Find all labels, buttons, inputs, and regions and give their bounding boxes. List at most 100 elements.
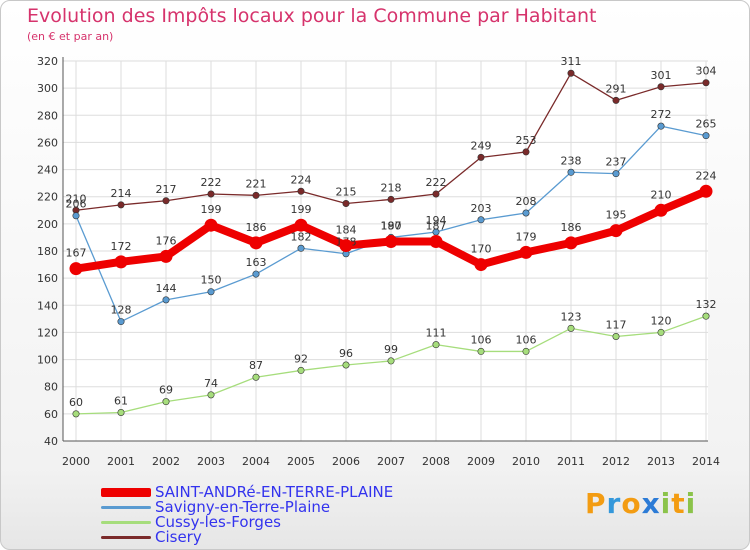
data-point bbox=[654, 203, 668, 217]
logo-letter: o bbox=[621, 487, 642, 520]
data-point bbox=[252, 191, 260, 199]
data-label: 163 bbox=[246, 256, 267, 269]
data-label: 179 bbox=[516, 230, 537, 243]
data-label: 203 bbox=[471, 202, 492, 215]
data-point bbox=[474, 258, 488, 272]
data-label: 120 bbox=[651, 314, 672, 327]
data-label: 144 bbox=[156, 282, 177, 295]
data-label: 199 bbox=[291, 203, 312, 216]
data-point bbox=[72, 212, 80, 220]
data-label: 106 bbox=[471, 333, 492, 346]
y-tick-label: 260 bbox=[37, 136, 58, 149]
legend-swatch bbox=[101, 487, 151, 497]
data-point bbox=[204, 218, 218, 232]
data-point bbox=[429, 235, 443, 248]
legend-swatch bbox=[101, 505, 151, 509]
data-point bbox=[612, 96, 620, 104]
data-label: 186 bbox=[246, 221, 267, 234]
data-label: 123 bbox=[561, 310, 582, 323]
x-tick-label: 2010 bbox=[512, 455, 540, 468]
data-label: 272 bbox=[651, 108, 672, 121]
data-label: 74 bbox=[204, 377, 218, 390]
x-tick-label: 2004 bbox=[242, 455, 270, 468]
data-label: 195 bbox=[606, 209, 627, 222]
data-point bbox=[567, 168, 575, 176]
legend-label: Savigny-en-Terre-Plaine bbox=[155, 498, 331, 516]
data-label: 210 bbox=[651, 188, 672, 201]
data-label: 176 bbox=[156, 234, 177, 247]
data-label: 69 bbox=[159, 384, 173, 397]
x-tick-label: 2000 bbox=[62, 455, 90, 468]
x-tick-label: 2012 bbox=[602, 455, 630, 468]
data-label: 128 bbox=[111, 304, 132, 317]
data-label: 237 bbox=[606, 156, 627, 169]
data-label: 265 bbox=[696, 118, 717, 131]
data-label: 217 bbox=[156, 183, 177, 196]
data-label: 311 bbox=[561, 55, 582, 68]
data-label: 190 bbox=[381, 219, 402, 232]
data-label: 215 bbox=[336, 186, 357, 199]
data-point bbox=[207, 391, 215, 399]
data-label: 214 bbox=[111, 187, 132, 200]
data-label: 132 bbox=[696, 298, 717, 311]
data-point bbox=[519, 245, 533, 259]
data-label: 304 bbox=[696, 65, 717, 78]
logo-letter: r bbox=[606, 487, 622, 520]
chart-title: Evolution des Impôts locaux pour la Comm… bbox=[27, 5, 597, 27]
data-point bbox=[564, 236, 578, 250]
data-point bbox=[477, 347, 485, 355]
y-tick-label: 200 bbox=[37, 218, 58, 231]
x-tick-label: 2002 bbox=[152, 455, 180, 468]
data-label: 60 bbox=[69, 396, 83, 409]
data-label: 187 bbox=[426, 220, 447, 233]
data-label: 96 bbox=[339, 347, 353, 360]
x-tick-label: 2014 bbox=[692, 455, 720, 468]
data-label: 210 bbox=[66, 192, 87, 205]
logo-letter: t bbox=[671, 487, 686, 520]
data-point bbox=[249, 236, 263, 250]
data-label: 206 bbox=[66, 198, 87, 211]
data-label: 184 bbox=[336, 224, 357, 237]
data-point bbox=[69, 262, 83, 276]
y-tick-label: 100 bbox=[37, 354, 58, 367]
data-label: 224 bbox=[291, 173, 312, 186]
x-tick-label: 2013 bbox=[647, 455, 675, 468]
data-label: 187 bbox=[381, 220, 402, 233]
data-label: 238 bbox=[561, 154, 582, 167]
proxiti-logo: Proxiti bbox=[585, 487, 696, 520]
y-tick-label: 160 bbox=[37, 272, 58, 285]
legend-swatch bbox=[101, 535, 151, 539]
data-point bbox=[162, 398, 170, 406]
data-point bbox=[297, 366, 305, 374]
data-point bbox=[294, 218, 308, 232]
x-tick-label: 2006 bbox=[332, 455, 360, 468]
data-label: 218 bbox=[381, 181, 402, 194]
data-point bbox=[567, 69, 575, 77]
data-point bbox=[117, 201, 125, 209]
data-point bbox=[612, 332, 620, 340]
data-point bbox=[384, 235, 398, 248]
data-point bbox=[252, 270, 260, 278]
data-point bbox=[657, 83, 665, 91]
data-label: 87 bbox=[249, 359, 263, 372]
data-label: 117 bbox=[606, 319, 627, 332]
data-point bbox=[387, 357, 395, 365]
data-label: 186 bbox=[561, 221, 582, 234]
data-point bbox=[339, 239, 353, 253]
y-tick-label: 300 bbox=[37, 82, 58, 95]
chart-subtitle: (en € et par an) bbox=[27, 30, 114, 43]
data-point bbox=[297, 244, 305, 252]
data-point bbox=[432, 341, 440, 349]
data-label: 150 bbox=[201, 274, 222, 287]
data-label: 111 bbox=[426, 327, 447, 340]
data-label: 224 bbox=[696, 169, 717, 182]
data-point bbox=[432, 190, 440, 198]
y-tick-label: 180 bbox=[37, 245, 58, 258]
legend-swatch bbox=[101, 520, 151, 524]
data-label: 170 bbox=[471, 243, 492, 256]
data-label: 301 bbox=[651, 69, 672, 82]
data-point bbox=[522, 148, 530, 156]
x-tick-label: 2009 bbox=[467, 455, 495, 468]
y-tick-label: 320 bbox=[37, 55, 58, 68]
data-point bbox=[162, 197, 170, 205]
